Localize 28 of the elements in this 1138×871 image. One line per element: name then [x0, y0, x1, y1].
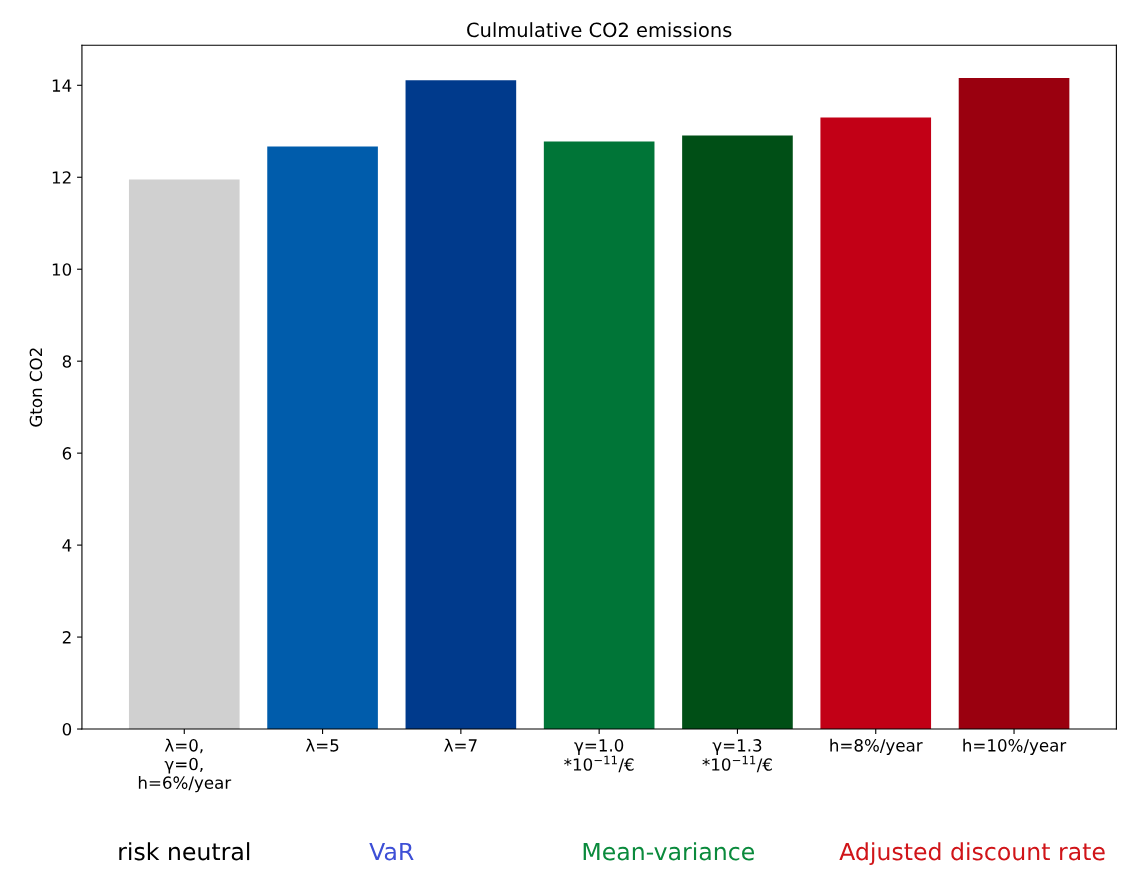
bar [543, 141, 655, 730]
y-tick-label: 4 [62, 539, 72, 552]
text: Adjusted discount rate [839, 842, 1105, 866]
bar [958, 77, 1070, 730]
bar [820, 117, 932, 730]
text: Mean-variance [583, 842, 754, 861]
x-tick-label: h=8%/year [830, 738, 923, 755]
chart-title: Culmulative CO2 emissions [467, 22, 732, 38]
bar [682, 135, 793, 730]
x-tick-label: γ=1.0 *10$^{−11}$/€ [564, 739, 634, 773]
y-axis-title: Gton CO2 [29, 348, 43, 427]
bar [128, 179, 240, 730]
y-tick-label: 0 [62, 722, 72, 736]
y-tick-label: 2 [62, 631, 71, 644]
y-tick-label: 12 [52, 171, 71, 184]
x-tick-label: λ=5 [305, 738, 339, 752]
y-tick-label: 6 [62, 447, 72, 460]
text: risk neutral [119, 842, 250, 861]
bar [267, 146, 378, 730]
y-tick-label: 8 [62, 355, 72, 368]
bar [405, 80, 517, 730]
y-tick-label: 14 [52, 79, 72, 92]
text: VaR [369, 842, 414, 861]
x-tick-label: λ=0, γ=0, h=6%/year [138, 738, 232, 793]
x-tick-label: λ=7 [444, 738, 477, 752]
x-tick-label: γ=1.3 *10$^{−11}$/€ [702, 739, 772, 773]
x-tick-label: h=10%/year [963, 738, 1067, 755]
y-tick-label: 10 [52, 263, 72, 276]
